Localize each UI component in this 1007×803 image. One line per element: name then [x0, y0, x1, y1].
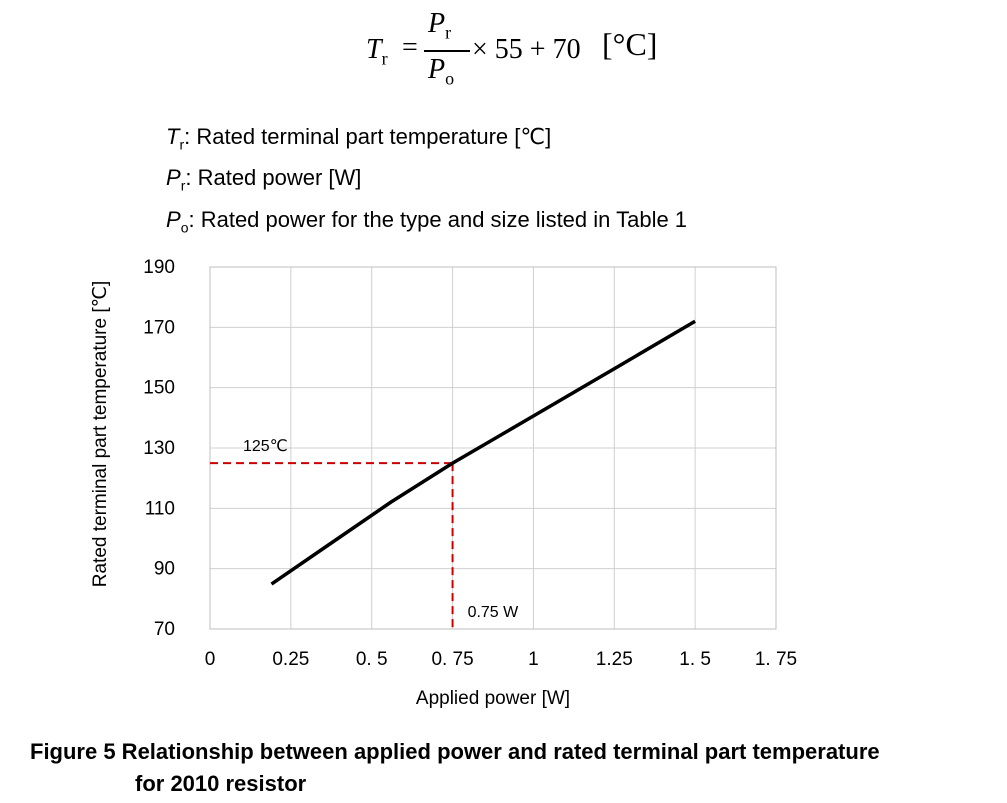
- y-axis-label: Rated terminal part temperature [℃]: [90, 281, 111, 587]
- definition-tr: Tr: Rated terminal part temperature [℃]: [166, 124, 552, 153]
- y-tick-label: 170: [143, 317, 175, 338]
- y-tick-label: 150: [143, 378, 175, 399]
- formula-equals: =: [402, 32, 418, 63]
- x-tick-label: 1: [528, 649, 539, 670]
- x-tick-label: 0. 5: [356, 649, 388, 670]
- formula-lhs: Tr: [366, 34, 388, 69]
- definitions: Tr: Rated terminal part temperature [℃] …: [166, 120, 687, 244]
- x-tick-label: 0. 75: [431, 649, 473, 670]
- y-tick-label: 110: [145, 498, 175, 519]
- chart: 0 0.25 0. 5 0. 75 1 1.25 1. 5 1. 75 70 90 110 130 1…: [90, 257, 797, 709]
- fraction-bar: [424, 50, 470, 52]
- formula: Tr = Pr Po × 55 + 70 [°C]: [366, 8, 666, 100]
- formula-unit: [°C]: [602, 26, 658, 62]
- x-tick-labels: 0 0.25 0. 5 0. 75 1 1.25 1. 5 1. 75: [205, 649, 797, 670]
- definition-po: Po: Rated power for the type and size li…: [166, 206, 688, 236]
- formula-denominator: Po: [428, 54, 455, 89]
- x-tick-label: 1. 5: [679, 649, 711, 670]
- definition-pr: Pr: Rated power [W]: [166, 165, 362, 194]
- figure-caption: Figure 5 Relationship between applied po…: [30, 736, 880, 800]
- series-line: [270, 319, 696, 586]
- plot-area-frame: [209, 266, 777, 630]
- y-tick-label: 70: [154, 619, 175, 640]
- caption-line-1: Figure 5 Relationship between applied po…: [30, 739, 880, 764]
- y-tick-label: 130: [143, 438, 175, 459]
- y-tick-label: 190: [143, 257, 175, 278]
- reference-y-label: 125℃: [243, 438, 288, 455]
- formula-numerator: Pr: [428, 8, 452, 43]
- x-tick-label: 1.25: [596, 649, 633, 670]
- x-axis-label: Applied power [W]: [416, 688, 570, 709]
- y-tick-label: 90: [154, 559, 175, 580]
- y-tick-labels: 70 90 110 130 150 170 190: [143, 257, 175, 640]
- formula-rest: × 55 + 70: [472, 34, 581, 65]
- grid: [209, 267, 776, 630]
- reference-lines: [210, 462, 454, 629]
- x-tick-label: 0.25: [272, 649, 309, 670]
- reference-x-label: 0.75 W: [468, 604, 520, 621]
- x-tick-label: 1. 75: [755, 649, 797, 670]
- caption-line-2: for 2010 resistor: [135, 771, 307, 796]
- series: [270, 319, 696, 586]
- x-tick-label: 0: [205, 649, 216, 670]
